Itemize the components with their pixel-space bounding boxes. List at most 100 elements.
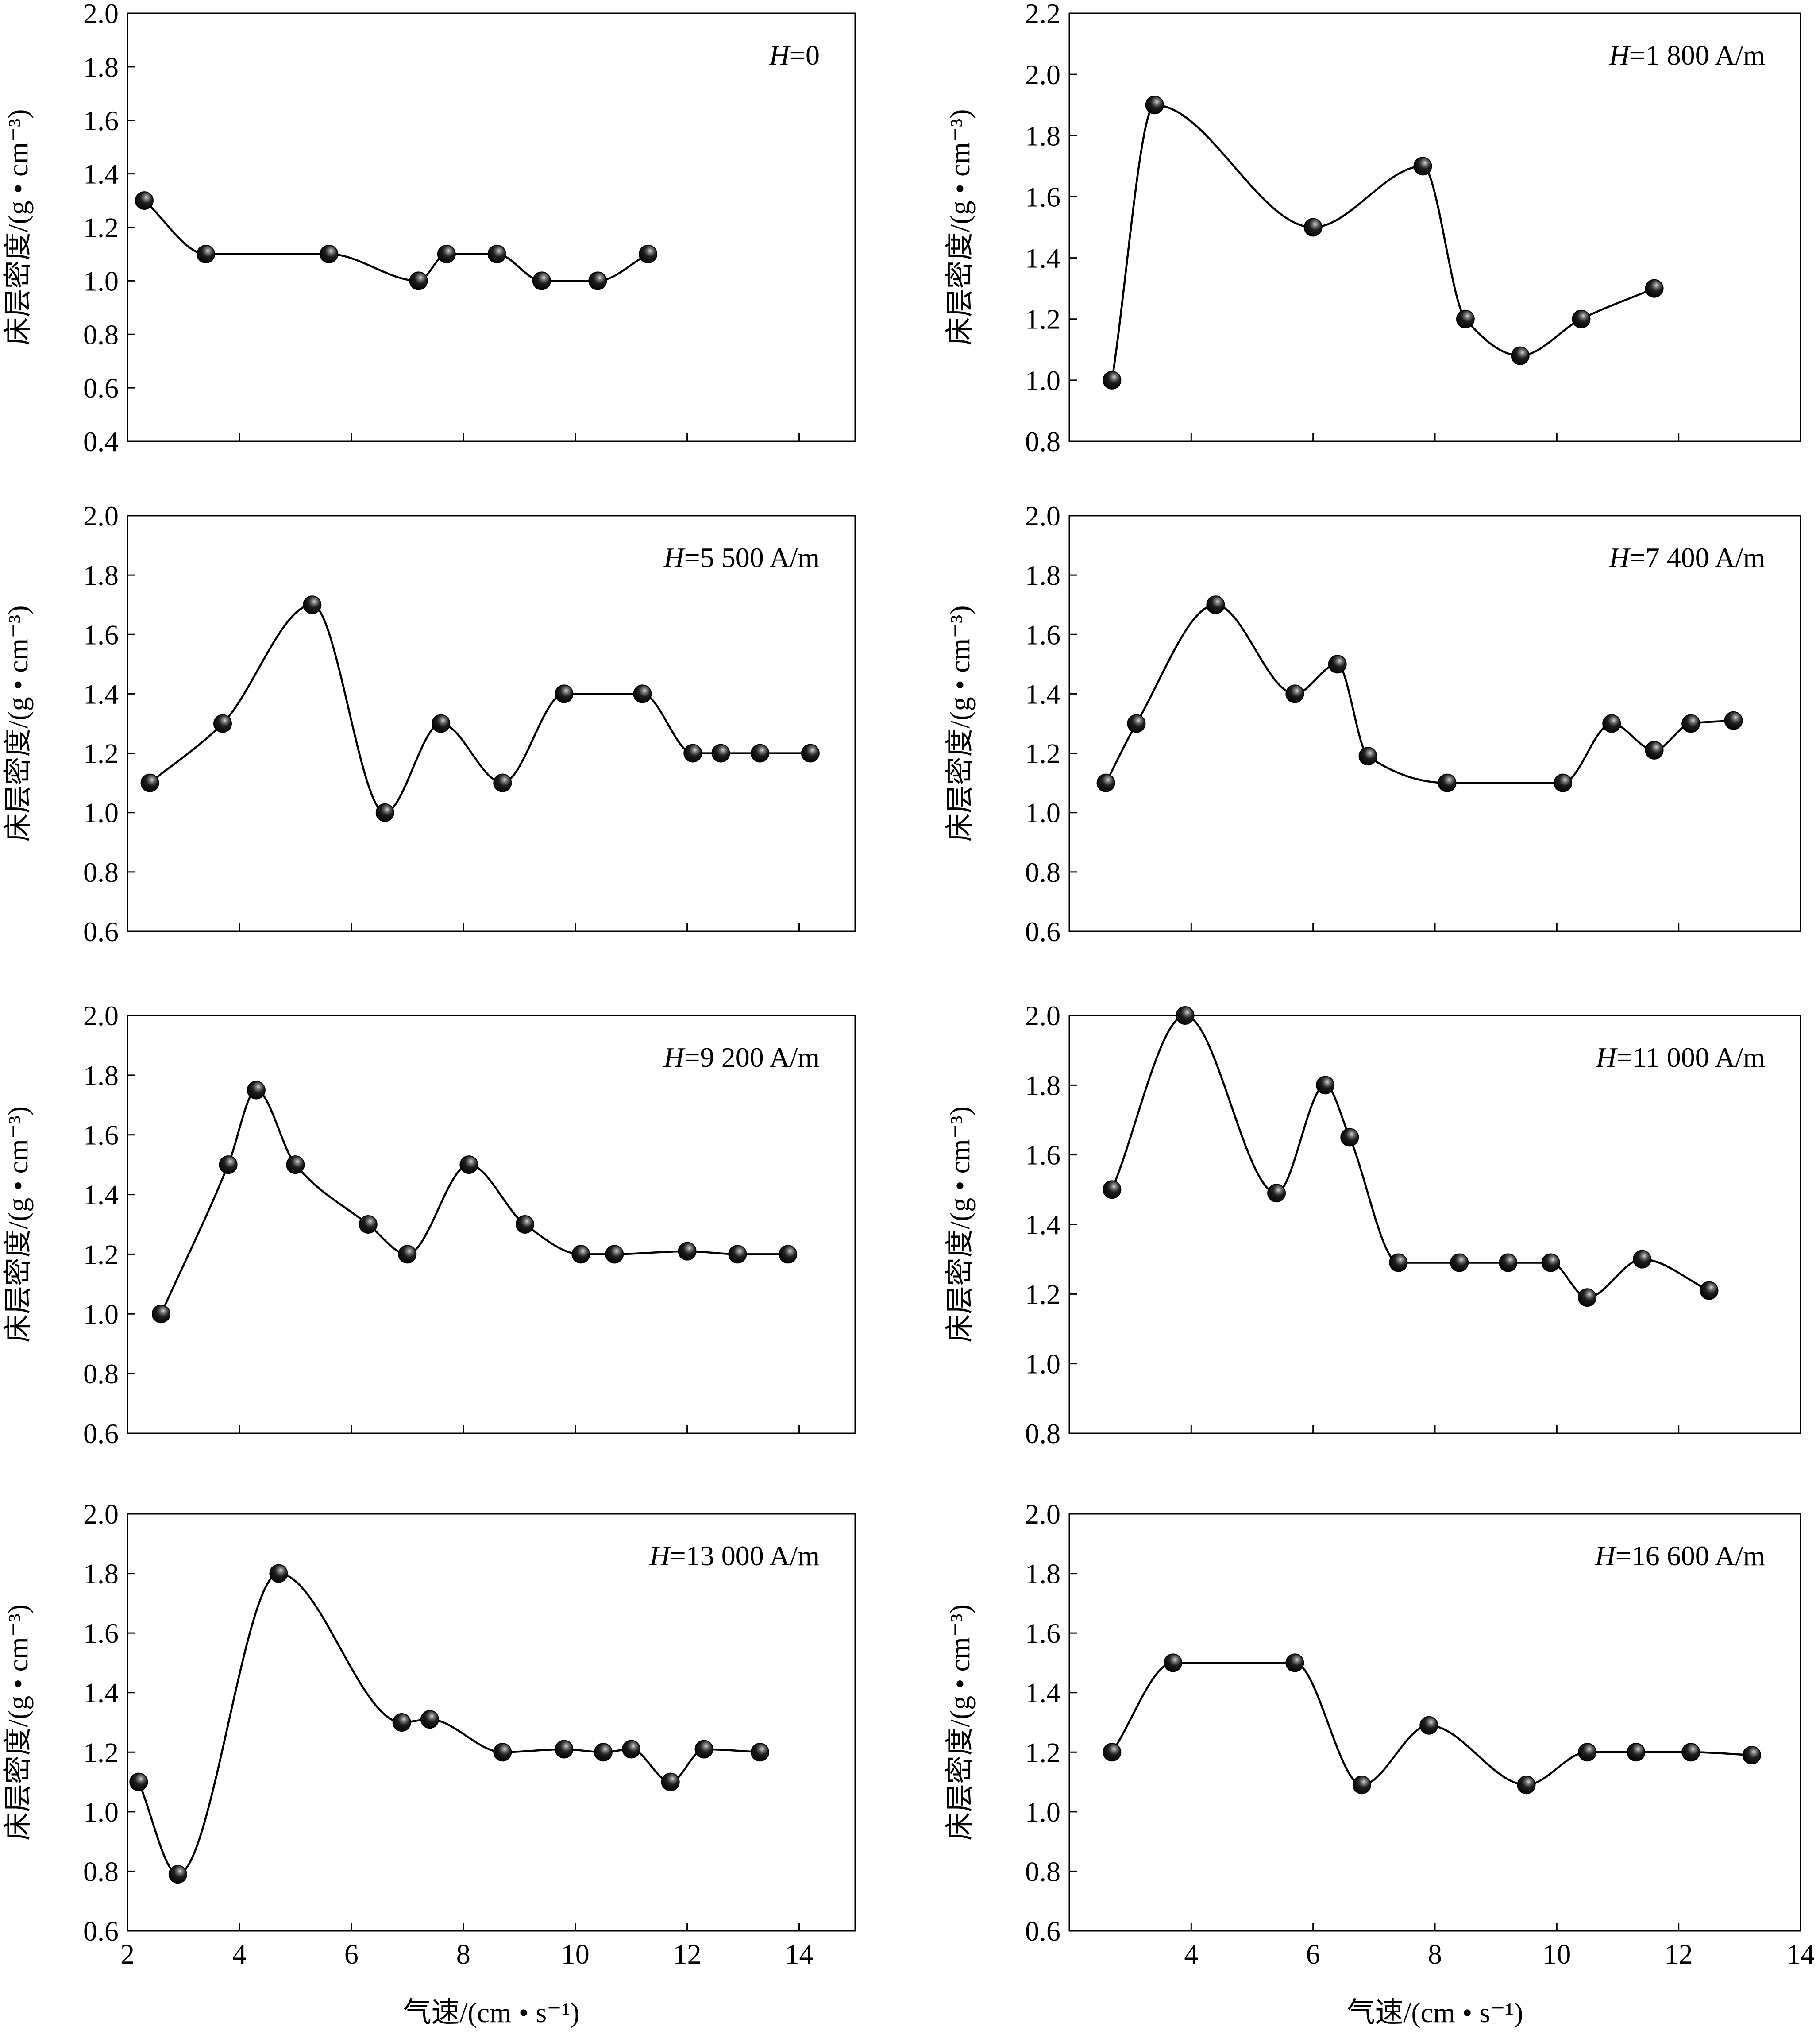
x-tick-label: 12 <box>1665 1938 1693 1970</box>
panel-label-var: H <box>769 39 791 71</box>
y-tick-label: 2.0 <box>83 0 119 29</box>
data-point <box>1681 1743 1700 1762</box>
y-tick-label: 0.8 <box>83 1856 119 1887</box>
y-tick-label: 2.0 <box>83 500 119 532</box>
panel-label-var: H <box>649 1540 671 1571</box>
data-point <box>1681 714 1700 733</box>
y-tick-label: 1.4 <box>1025 1677 1060 1709</box>
data-point <box>1499 1253 1518 1272</box>
data-point <box>571 1245 590 1264</box>
y-tick-label: 1.8 <box>1025 560 1060 591</box>
data-point <box>420 1710 439 1729</box>
data-point <box>1419 1716 1438 1735</box>
data-point <box>678 1242 697 1261</box>
data-point <box>728 1245 747 1264</box>
chart-panel: 0.4 0.6 0.8 1.0 1.2 1.4 1.6 1.8 2.0 床层密度/(g • cm⁻… <box>2 0 856 457</box>
data-point <box>1103 371 1122 390</box>
data-point <box>605 1245 624 1264</box>
data-point <box>1645 741 1664 760</box>
data-point <box>303 595 322 614</box>
data-point <box>1450 1253 1469 1272</box>
data-point <box>555 684 574 703</box>
data-point <box>639 244 658 263</box>
y-tick-label: 1.8 <box>83 560 119 591</box>
data-point <box>1206 595 1225 614</box>
y-axis-label: 床层密度/(g • cm⁻³) <box>2 1604 34 1841</box>
y-tick-label: 2.0 <box>1025 59 1060 90</box>
y-tick-label: 1.8 <box>1025 120 1060 151</box>
panel-label-value: =16 600 A/m <box>1616 1540 1765 1571</box>
chart-panel: 0.8 1.0 1.2 1.4 1.6 1.8 2.0 床层密度/(g • cm⁻³) H=11… <box>944 1000 1801 1449</box>
chart-panel: 0.8 1.0 1.2 1.4 1.6 1.8 2.0 2.2 床层密度/(g • cm⁻³) H… <box>944 0 1801 457</box>
y-tick-label: 0.6 <box>1025 916 1060 947</box>
panel-label-var: H <box>663 542 686 573</box>
data-point <box>1438 773 1457 792</box>
data-point <box>219 1155 238 1174</box>
y-tick-label: 2.0 <box>1025 1000 1060 1031</box>
y-tick-label: 0.8 <box>83 1358 119 1390</box>
y-tick-label: 1.6 <box>83 105 119 136</box>
chart-panel: 0.6 0.8 1.0 1.2 1.4 1.6 1.8 2.0 2 4 6 8 10 12 14 床层密度/(… <box>2 1498 856 2028</box>
data-point <box>532 271 551 290</box>
y-tick-label: 0.8 <box>1025 426 1060 457</box>
data-point <box>1541 1253 1560 1272</box>
x-axis-label: 气速/(cm • s⁻¹) <box>403 1997 580 2028</box>
x-tick-label: 10 <box>561 1938 590 1970</box>
y-axis-label: 床层密度/(g • cm⁻³) <box>944 109 976 346</box>
x-tick-label: 6 <box>1306 1938 1320 1970</box>
data-point <box>135 191 154 210</box>
y-tick-label: 1.6 <box>1025 619 1060 650</box>
y-tick-label: 1.2 <box>83 738 119 769</box>
x-tick-label: 6 <box>344 1938 359 1970</box>
data-point <box>694 1740 713 1759</box>
plot-frame <box>127 515 856 932</box>
y-tick-label: 0.6 <box>83 916 119 947</box>
y-tick-label: 1.4 <box>83 1677 119 1709</box>
data-point <box>1389 1253 1408 1272</box>
chart-panel: 0.6 0.8 1.0 1.2 1.4 1.6 1.8 2.0 床层密度/(g • cm⁻³) H… <box>944 500 1801 947</box>
data-point <box>1103 1743 1122 1762</box>
y-tick-label: 1.0 <box>83 1298 119 1330</box>
panel-label-value: =9 200 A/m <box>684 1042 820 1073</box>
y-tick-label: 1.0 <box>1025 1796 1060 1828</box>
y-tick-label: 1.0 <box>83 1796 119 1828</box>
series-line <box>149 603 810 814</box>
panel-label: H=9 200 A/m <box>663 1042 820 1073</box>
data-point <box>683 744 702 763</box>
y-tick-label: 2.0 <box>83 1000 119 1031</box>
data-point <box>409 271 428 290</box>
data-point <box>1456 309 1475 328</box>
x-tick-label: 10 <box>1542 1938 1571 1970</box>
y-tick-label: 0.8 <box>1025 857 1060 888</box>
data-point <box>1554 773 1573 792</box>
y-tick-label: 2.0 <box>1025 1498 1060 1530</box>
data-point <box>555 1740 574 1759</box>
plot-frame <box>127 12 856 442</box>
data-point <box>1285 1653 1304 1672</box>
y-tick-label: 0.6 <box>83 1418 119 1449</box>
y-tick-label: 1.4 <box>1025 1209 1060 1240</box>
data-point <box>1303 218 1323 237</box>
data-point <box>779 1245 798 1264</box>
x-tick-label: 14 <box>785 1938 814 1970</box>
y-axis-label: 床层密度/(g • cm⁻³) <box>2 109 34 346</box>
plot-frame <box>1068 1015 1801 1434</box>
y-tick-label: 1.4 <box>83 1179 119 1211</box>
data-point <box>801 744 820 763</box>
data-point <box>622 1740 641 1759</box>
y-axis-label-group: 床层密度/(g • cm⁻³) <box>2 1604 34 1841</box>
series-line <box>1105 603 1734 784</box>
data-point <box>320 244 339 263</box>
data-point <box>751 744 770 763</box>
data-point <box>1724 711 1743 730</box>
data-point <box>1517 1776 1536 1795</box>
y-tick-label: 1.4 <box>83 158 119 190</box>
data-point <box>1572 309 1591 328</box>
data-point <box>247 1081 266 1100</box>
data-point <box>1164 1653 1183 1672</box>
data-point <box>633 684 652 703</box>
y-tick-label: 0.4 <box>83 426 119 457</box>
data-point <box>197 244 216 263</box>
series-line <box>138 1572 760 1876</box>
y-axis-label-group: 床层密度/(g • cm⁻³) <box>2 1106 34 1343</box>
